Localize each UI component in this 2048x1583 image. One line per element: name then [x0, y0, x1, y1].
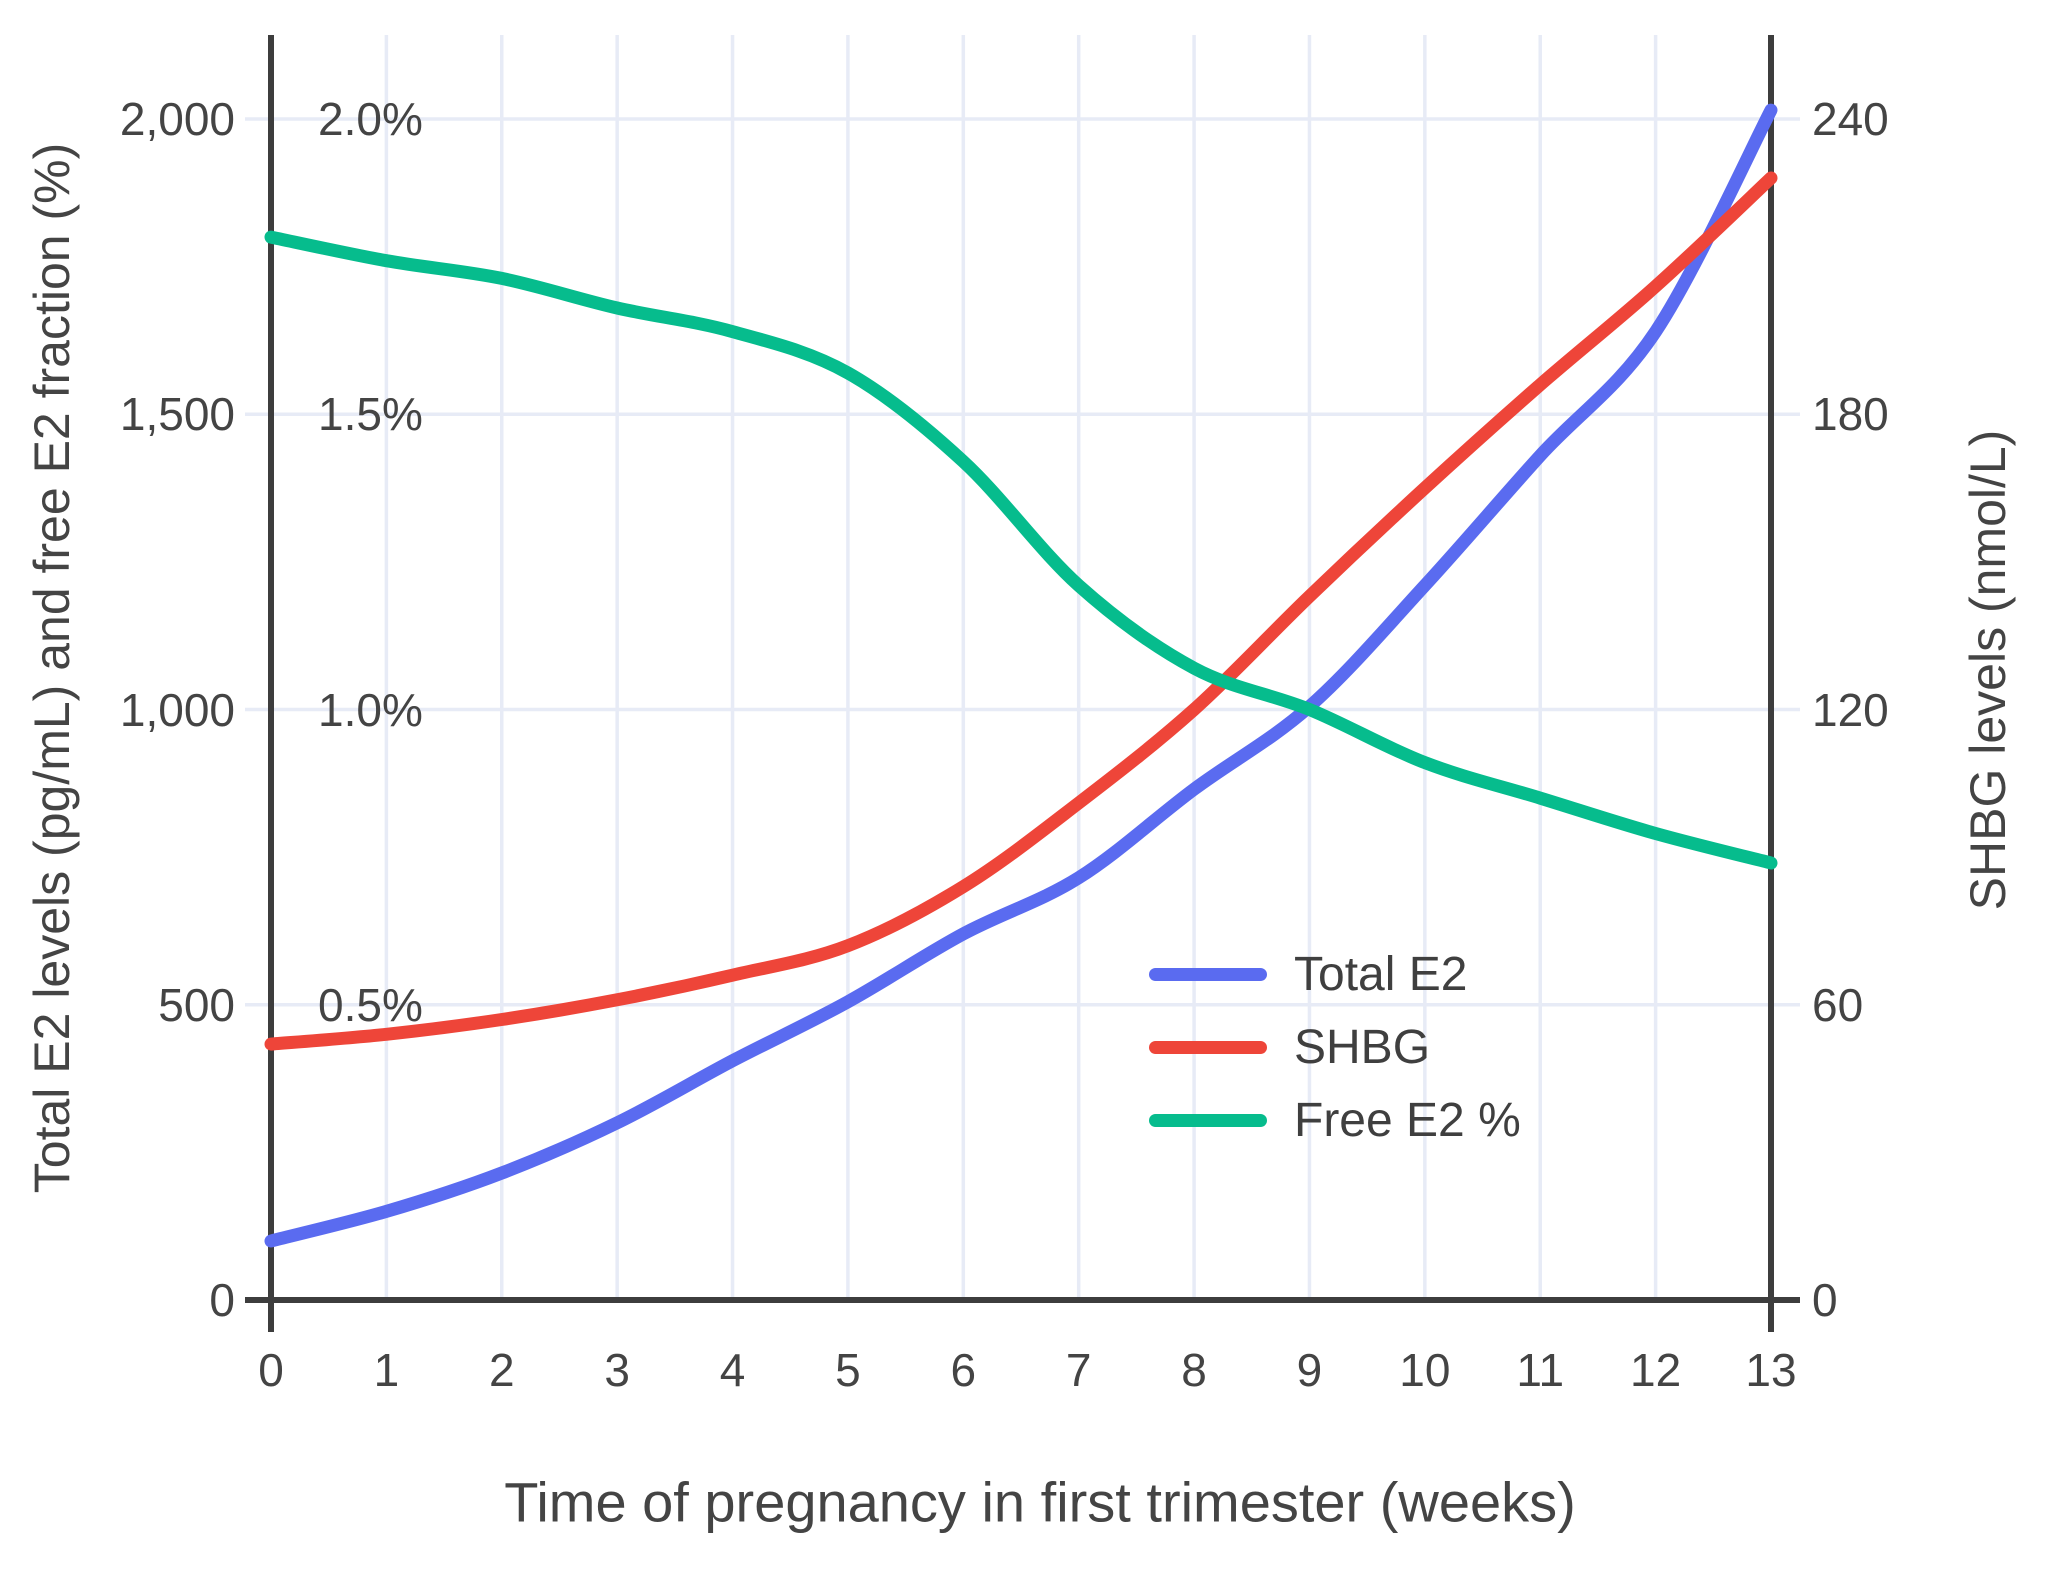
legend-swatch: [1149, 1114, 1267, 1127]
x-tick-label: 2: [488, 1344, 515, 1396]
legend-swatch: [1149, 1041, 1267, 1054]
legend-label: Total E2: [1294, 948, 1468, 1001]
free-e2-percent-label: 1.0%: [318, 683, 423, 736]
x-tick-label: 13: [1745, 1344, 1797, 1396]
y-axis-right-title: SHBG levels (nmol/L): [1960, 429, 2016, 911]
x-tick-label: 10: [1399, 1344, 1451, 1396]
legend-label: Free E2 %: [1294, 1094, 1521, 1147]
legend: Total E2 SHBG Free E2 %: [1149, 938, 1521, 1157]
x-tick-label: 4: [719, 1344, 746, 1396]
y-left-tick-label: 2,000: [119, 93, 235, 145]
legend-label: SHBG: [1294, 1021, 1431, 1074]
x-tick-label: 9: [1296, 1344, 1323, 1396]
y-left-tick-label: 500: [158, 978, 235, 1031]
y-left-tick-label: 0: [209, 1274, 235, 1326]
x-tick-label: 5: [835, 1344, 861, 1396]
legend-item: SHBG: [1149, 1011, 1521, 1084]
line-shbg: [264, 171, 1778, 1051]
y-axis-left-title: Total E2 levels (pg/mL) and free E2 frac…: [24, 142, 80, 1194]
free-e2-percent-label: 0.5%: [318, 978, 423, 1031]
x-tick-label: 0: [258, 1344, 284, 1396]
free-e2-percent-label: 1.5%: [318, 388, 423, 441]
x-axis-title: Time of pregnancy in first trimester (we…: [504, 1470, 1576, 1534]
y-right-tick-label: 60: [1812, 978, 1864, 1031]
y-right-tick-label: 240: [1812, 93, 1889, 145]
y-right-tick-label: 0: [1812, 1274, 1838, 1326]
x-tick-label: 12: [1630, 1344, 1682, 1396]
x-tick-label: 6: [950, 1344, 977, 1396]
y-right-tick-label: 180: [1812, 388, 1889, 441]
legend-item: Free E2 %: [1149, 1084, 1521, 1157]
y-right-tick-label: 120: [1812, 683, 1889, 736]
x-tick-label: 11: [1516, 1344, 1565, 1396]
y-left-tick-label: 1,000: [119, 683, 235, 736]
line-free-e2-: [264, 230, 1778, 870]
x-tick-label: 3: [604, 1344, 630, 1396]
line-total-e2: [264, 103, 1778, 1248]
free-e2-percent-label: 2.0%: [318, 93, 423, 145]
x-tick-label: 8: [1181, 1344, 1207, 1396]
y-left-tick-label: 1,500: [119, 388, 235, 441]
x-tick-label: 1: [373, 1344, 400, 1396]
legend-swatch: [1149, 968, 1267, 981]
x-tick-label: 7: [1065, 1344, 1092, 1396]
legend-item: Total E2: [1149, 938, 1521, 1011]
